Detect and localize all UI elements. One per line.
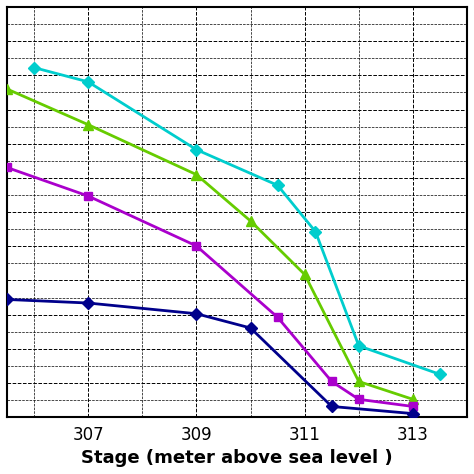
X-axis label: Stage (meter above sea level ): Stage (meter above sea level ) <box>81 449 393 467</box>
